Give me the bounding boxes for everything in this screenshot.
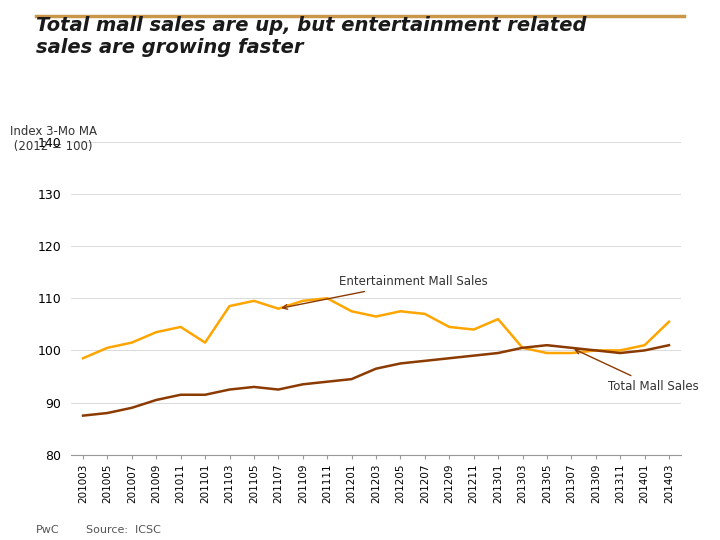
Text: Total mall sales are up, but entertainment related
sales are growing faster: Total mall sales are up, but entertainme… bbox=[36, 16, 587, 57]
Text: Total Mall Sales: Total Mall Sales bbox=[575, 349, 698, 393]
Text: PwC: PwC bbox=[36, 524, 60, 535]
Text: Entertainment Mall Sales: Entertainment Mall Sales bbox=[282, 275, 488, 309]
Text: Source:  ICSC: Source: ICSC bbox=[86, 524, 161, 535]
Text: Index 3-Mo MA
 (2012 = 100): Index 3-Mo MA (2012 = 100) bbox=[10, 125, 96, 153]
